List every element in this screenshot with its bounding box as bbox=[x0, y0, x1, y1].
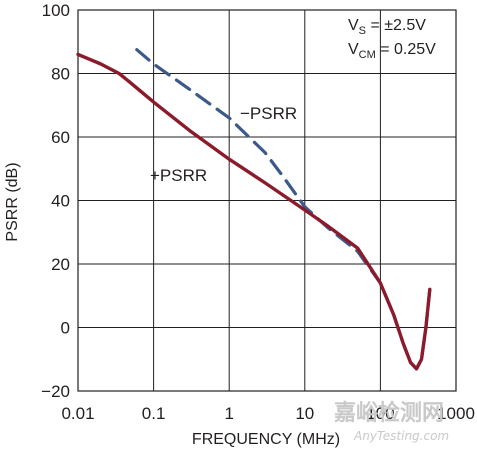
y-tick-labels: 100 80 60 40 20 0 −20 bbox=[41, 1, 70, 401]
series-label-minus-psrr: −PSRR bbox=[240, 104, 297, 123]
x-tick-labels: 0.01 0.1 1 10 100 1000 bbox=[61, 404, 474, 423]
y-tick-label: 80 bbox=[51, 65, 70, 84]
y-tick-label: 100 bbox=[42, 1, 70, 20]
x-tick-label: 1000 bbox=[437, 404, 475, 423]
watermark-url: AnyTesting.com bbox=[353, 429, 449, 443]
x-tick-label: 0.01 bbox=[61, 404, 94, 423]
y-tick-label: 20 bbox=[51, 255, 70, 274]
y-tick-label: −20 bbox=[41, 382, 70, 401]
x-tick-label: 1 bbox=[224, 404, 233, 423]
y-axis-title: PSRR (dB) bbox=[4, 162, 21, 241]
x-tick-label: 0.1 bbox=[142, 404, 166, 423]
x-tick-label: 100 bbox=[366, 404, 394, 423]
y-tick-label: 0 bbox=[61, 319, 70, 338]
series-line-plus-psrr bbox=[76, 52, 432, 371]
series-line-minus-psrr bbox=[135, 48, 432, 371]
series-label-plus-psrr: +PSRR bbox=[150, 166, 207, 185]
watermark-text: 嘉峪检测网 bbox=[334, 400, 444, 426]
grid bbox=[78, 10, 456, 391]
condition-vs: VS = ±2.5V bbox=[348, 17, 426, 37]
series-group bbox=[76, 48, 432, 371]
y-tick-label: 60 bbox=[51, 128, 70, 147]
x-tick-label: 10 bbox=[295, 404, 314, 423]
condition-vcm: VCM = 0.25V bbox=[348, 41, 436, 61]
x-axis-title: FREQUENCY (MHz) bbox=[192, 431, 340, 448]
y-tick-label: 40 bbox=[51, 192, 70, 211]
